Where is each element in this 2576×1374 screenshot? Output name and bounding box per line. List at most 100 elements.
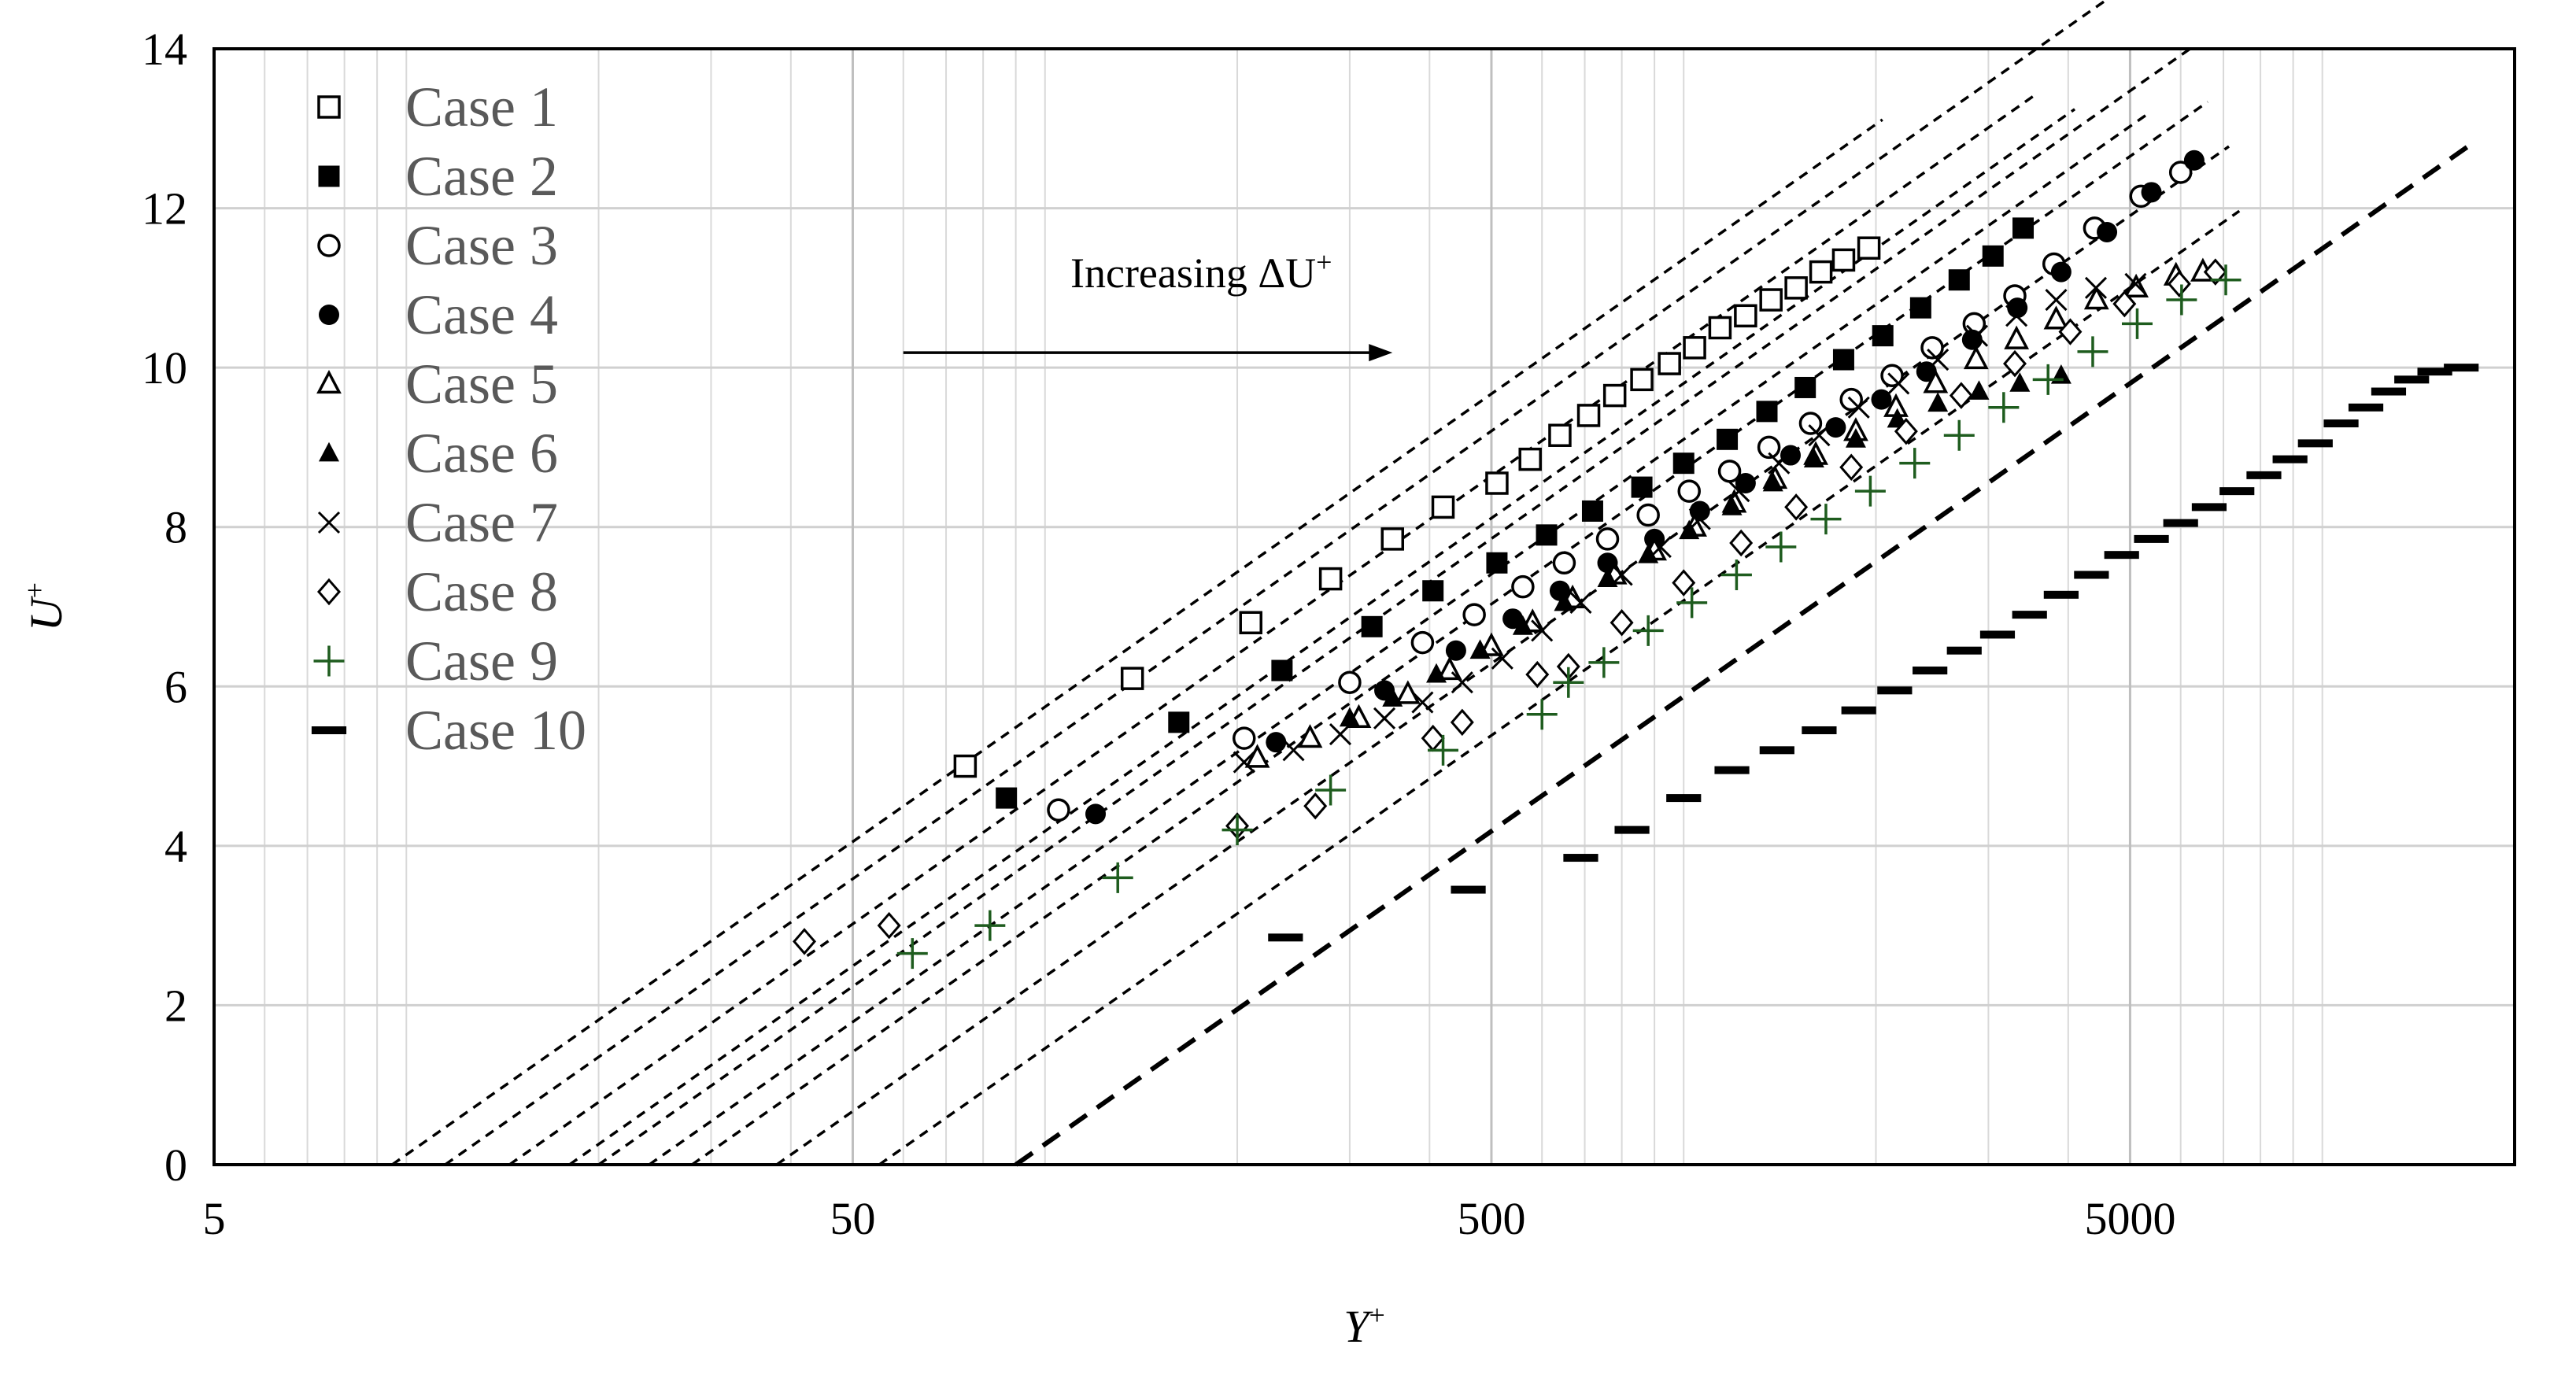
- marker: [1899, 448, 1931, 479]
- marker: [2104, 551, 2139, 560]
- marker: [1949, 382, 1973, 409]
- plot-frame: [213, 47, 2516, 1166]
- x-axis-title-text: Y: [1343, 1301, 1373, 1352]
- marker: [2077, 336, 2108, 368]
- marker: [1339, 707, 1360, 727]
- marker: [2297, 439, 2333, 448]
- marker: [1988, 392, 2020, 423]
- legend-item: Case 9: [313, 630, 558, 693]
- series-case-10: [1268, 364, 2479, 942]
- marker: [1677, 479, 1701, 503]
- x-tick-label: 5: [203, 1193, 226, 1244]
- marker: [1666, 794, 1702, 803]
- marker: [1554, 591, 1575, 611]
- y-axis-title: U+: [19, 582, 72, 631]
- marker: [974, 910, 1006, 941]
- fit-line: [878, 209, 2241, 1166]
- marker: [317, 95, 341, 119]
- annotation-text: Increasing ΔU+: [1070, 246, 1332, 297]
- marker: [1445, 640, 1466, 661]
- legend-item: Case 10: [311, 699, 586, 762]
- marker: [2246, 471, 2282, 479]
- marker: [1672, 452, 1695, 475]
- marker: [1411, 691, 1434, 714]
- marker: [311, 726, 347, 734]
- legend-label: Case 6: [405, 422, 558, 485]
- marker: [1221, 814, 1253, 846]
- marker: [1576, 404, 1601, 427]
- legend-item: Case 7: [317, 491, 558, 554]
- marker: [1676, 587, 1708, 619]
- marker: [1708, 316, 1732, 340]
- marker: [1271, 659, 1293, 681]
- legend-label: Case 8: [405, 560, 558, 623]
- marker: [1297, 724, 1323, 748]
- marker: [2124, 272, 2147, 295]
- fit-line: [568, 108, 2076, 1166]
- marker: [1720, 559, 1752, 590]
- marker: [1315, 774, 1347, 806]
- marker: [1946, 646, 1982, 655]
- marker: [2058, 318, 2083, 345]
- marker: [2097, 221, 2118, 242]
- x-tick-label: 500: [1457, 1193, 1525, 1244]
- marker: [2045, 288, 2068, 312]
- marker: [1244, 744, 1270, 768]
- marker: [1563, 854, 1598, 862]
- legend-item: Case 8: [317, 560, 558, 623]
- marker: [2134, 534, 2169, 543]
- series-case-6: [1339, 364, 2072, 727]
- y-axis-title-superscript: +: [19, 582, 50, 598]
- marker: [2074, 571, 2109, 579]
- marker: [319, 305, 339, 325]
- y-tick-labels: 0 2 4 6 8 10 12 14: [142, 24, 187, 1191]
- marker: [1597, 567, 1618, 587]
- marker: [1610, 609, 1634, 637]
- marker: [2043, 305, 2069, 330]
- marker: [1658, 352, 1681, 375]
- marker: [1683, 336, 1706, 360]
- marker: [1854, 475, 1886, 507]
- marker: [1765, 531, 1797, 563]
- marker: [1526, 699, 1558, 730]
- marker: [2210, 264, 2242, 296]
- fit-line: [391, 118, 1883, 1166]
- marker: [2012, 611, 2047, 619]
- marker: [1168, 711, 1190, 733]
- marker: [1831, 248, 1856, 272]
- marker: [1451, 671, 1473, 694]
- marker: [2371, 387, 2407, 396]
- marker: [1784, 276, 1808, 300]
- legend-label: Case 1: [405, 76, 558, 139]
- marker: [1518, 447, 1542, 471]
- marker: [1768, 452, 1791, 475]
- legend-item: Case 6: [319, 422, 558, 485]
- legend-label: Case 5: [405, 353, 558, 416]
- marker: [953, 754, 978, 778]
- annotation-text-superscript: +: [1316, 246, 1332, 278]
- marker: [2323, 419, 2359, 428]
- marker: [1688, 508, 1711, 530]
- marker: [1380, 527, 1405, 551]
- marker: [1486, 552, 1508, 574]
- marker: [1784, 493, 1809, 521]
- marker: [1410, 630, 1435, 655]
- marker: [2191, 503, 2227, 512]
- marker: [1462, 603, 1486, 626]
- x-tick-label: 50: [830, 1193, 875, 1244]
- marker: [1569, 591, 1592, 614]
- marker: [1728, 480, 1750, 503]
- marker: [1266, 732, 1287, 753]
- marker: [1421, 724, 1445, 752]
- marker: [1780, 445, 1802, 466]
- y-tick-label: 2: [164, 980, 187, 1031]
- marker: [2083, 285, 2109, 310]
- marker: [1794, 376, 1817, 398]
- marker: [1588, 647, 1620, 678]
- marker: [2004, 325, 2030, 349]
- marker: [1102, 862, 1133, 893]
- marker: [1552, 551, 1576, 575]
- marker: [1979, 630, 2016, 639]
- marker: [1965, 324, 1989, 347]
